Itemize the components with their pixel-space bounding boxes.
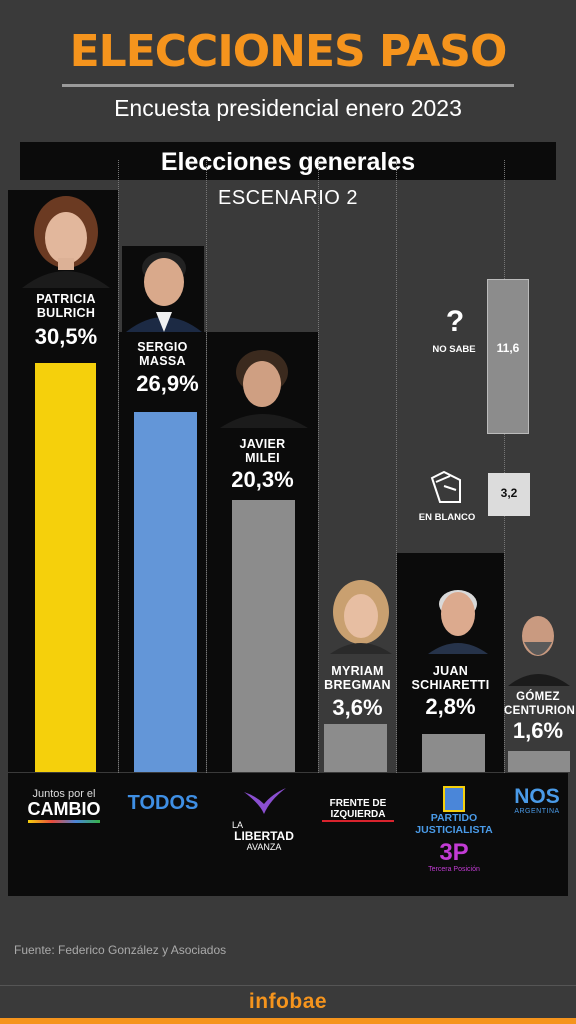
frente-de-izquierda-logo: FRENTE DE IZQUIERDA xyxy=(322,798,394,822)
data-label-massa: 26,9% xyxy=(136,371,199,396)
column-divider xyxy=(118,160,119,895)
schiaretti-photo xyxy=(426,578,490,654)
bar-bulrich xyxy=(35,363,96,772)
candidate-name-bregman: MYRIAM BREGMAN xyxy=(324,664,391,692)
party-logos-strip xyxy=(8,773,568,896)
bregman-photo xyxy=(326,578,396,654)
bar-milei xyxy=(232,499,295,772)
section-banner: Elecciones generales xyxy=(20,142,556,180)
footer-accent-strip xyxy=(0,1018,576,1024)
bar-gomez-centurion xyxy=(508,750,570,772)
bulrich-photo xyxy=(14,192,118,288)
no-sabe-label: NO SABE xyxy=(432,344,476,355)
nos-argentina-logo: NOS ARGENTINA xyxy=(514,785,560,816)
candidate-name-bulrich: PATRICIA BULRICH xyxy=(36,292,96,320)
bar-no-sabe xyxy=(487,278,529,434)
source-note: Fuente: Federico González y Asociados xyxy=(14,943,227,957)
la-libertad-avanza-logo: LA LIBERTAD AVANZA xyxy=(214,784,314,852)
pj-shield-icon xyxy=(443,786,465,812)
bar-en-blanco xyxy=(488,473,530,516)
tercera-posicion-logo: 3P xyxy=(439,839,469,866)
data-label-gomez-centurion: 1,6% xyxy=(512,718,564,743)
partido-justicialista-logo: PARTIDO JUSTICIALISTA 3P Tercera Posició… xyxy=(402,786,506,873)
question-mark-icon: ? xyxy=(445,305,465,338)
candidate-name-massa: SERGIO MASSA xyxy=(137,340,188,368)
data-label-en-blanco: 3,2 xyxy=(500,486,518,500)
milei-photo xyxy=(216,346,312,428)
gomez-centurion-photo xyxy=(508,606,570,686)
column-divider xyxy=(396,160,397,895)
page-title: ELECCIONES PASO xyxy=(69,26,508,77)
candidate-name-schiaretti: JUAN SCHIARETTI xyxy=(411,664,490,692)
scenario-label: ESCENARIO 2 xyxy=(218,187,358,209)
data-label-bulrich: 30,5% xyxy=(34,324,98,349)
todos-logo: TODOS xyxy=(127,792,199,814)
candidate-name-milei: JAVIER MILEI xyxy=(239,437,286,465)
en-blanco-label: EN BLANCO xyxy=(418,512,476,523)
column-divider xyxy=(206,160,207,895)
eagle-icon xyxy=(244,788,286,814)
ballot-box-icon xyxy=(426,468,466,508)
massa-photo xyxy=(122,246,204,332)
title-underline xyxy=(62,84,514,87)
data-label-no-sabe: 11,6 xyxy=(496,341,520,355)
column-divider xyxy=(504,160,505,895)
candidate-name-gomez-centurion: GÓMEZ CENTURION xyxy=(504,691,576,717)
juntos-por-el-cambio-logo: Juntos por el CAMBIO xyxy=(14,788,114,823)
footer-divider xyxy=(0,985,576,986)
data-label-milei: 20,3% xyxy=(231,467,294,492)
column-divider xyxy=(318,160,319,895)
brand-logo: infobae xyxy=(248,990,328,1013)
bar-bregman xyxy=(324,723,387,772)
bar-massa xyxy=(134,411,197,772)
data-label-schiaretti: 2,8% xyxy=(425,694,476,719)
bar-schiaretti xyxy=(422,734,485,772)
page-subtitle: Encuesta presidencial enero 2023 xyxy=(114,95,462,121)
data-label-bregman: 3,6% xyxy=(332,695,383,720)
